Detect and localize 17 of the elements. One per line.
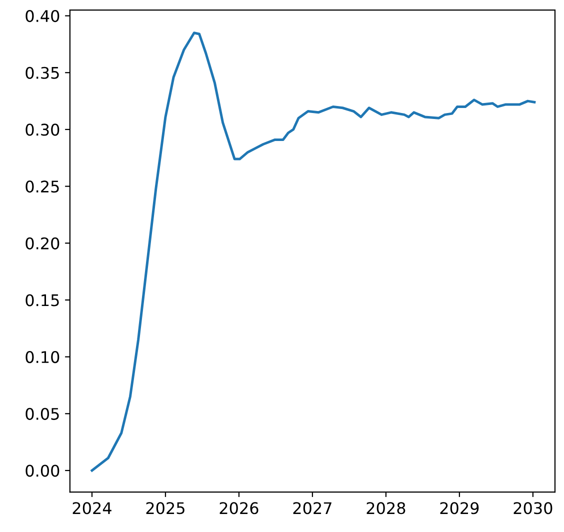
y-tick-label: 0.05 xyxy=(26,408,59,420)
x-tick-label: 2026 xyxy=(220,502,258,514)
x-tick-label: 2025 xyxy=(146,502,184,514)
x-tick-label: 2030 xyxy=(514,502,552,514)
x-tick-label: 2027 xyxy=(293,502,332,514)
y-tick-label: 0.15 xyxy=(26,294,59,306)
y-tick-label: 0.30 xyxy=(26,124,60,136)
y-tick-label: 0.00 xyxy=(26,464,60,477)
y-tick-label: 0.40 xyxy=(26,10,60,22)
y-tick-label: 0.35 xyxy=(26,66,59,79)
y-tick-label: 0.10 xyxy=(26,351,60,364)
y-tick-label: 0.20 xyxy=(26,237,60,250)
x-tick-label: 2029 xyxy=(440,502,479,514)
x-tick-label: 2028 xyxy=(366,502,406,514)
line-series xyxy=(90,32,536,472)
x-tick-label: 2024 xyxy=(72,502,112,514)
y-tick-label: 0.25 xyxy=(26,180,59,193)
